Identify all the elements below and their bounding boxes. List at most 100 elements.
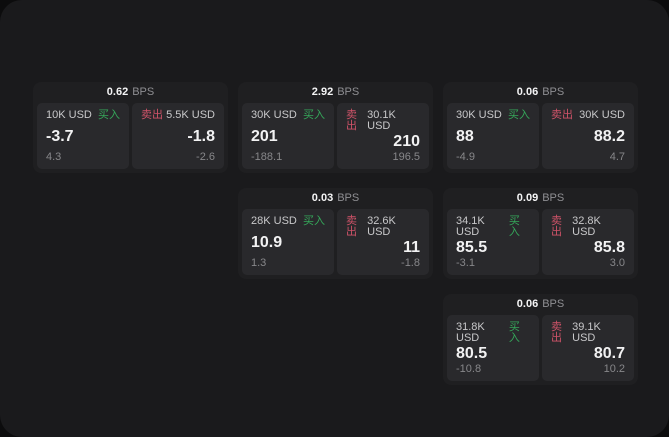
panels-row: 30K USD 买入 88 -4.9 卖出 30K USD 88.2 4.7 (443, 103, 638, 173)
sell-panel[interactable]: 卖出 32.6K USD 11 -1.8 (337, 209, 429, 275)
sell-amount: 39.1K USD (572, 321, 601, 344)
sell-sub-value: 196.5 (392, 151, 420, 163)
buy-panel[interactable]: 34.1K USD 买入 85.5 -3.1 (447, 209, 539, 275)
buy-label: 买入 (508, 109, 530, 121)
sell-panel[interactable]: 卖出 32.8K USD 85.8 3.0 (542, 209, 634, 275)
sell-amount: 30.1K USD (367, 109, 396, 132)
sell-panel[interactable]: 卖出 30K USD 88.2 4.7 (542, 103, 634, 169)
sell-sub-value: -1.8 (401, 257, 420, 269)
sell-panel[interactable]: 卖出 5.5K USD -1.8 -2.6 (132, 103, 224, 169)
bps-unit-label: BPS (337, 192, 360, 204)
sell-value: -1.8 (187, 127, 215, 145)
sell-panel-header: 卖出 32.8K USD (551, 216, 625, 238)
sell-panel[interactable]: 卖出 39.1K USD 80.7 10.2 (542, 315, 634, 381)
quote-card: 2.92 BPS 30K USD 买入 201 -188.1 卖出 30.1K … (238, 82, 433, 173)
sell-sub-value: 10.2 (603, 363, 625, 375)
buy-panel-header: 30K USD 买入 (251, 110, 325, 121)
buy-sub-value: -10.8 (456, 363, 482, 375)
buy-sub-value: 4.3 (46, 151, 62, 163)
sell-label: 卖出 (346, 109, 357, 132)
buy-value: 85.5 (456, 239, 488, 257)
sell-value: 210 (393, 133, 420, 151)
card-header: 0.09 BPS (443, 188, 638, 209)
buy-amount: 34.1K USD (456, 215, 485, 238)
buy-panel[interactable]: 28K USD 买入 10.9 1.3 (242, 209, 334, 275)
sell-value: 85.8 (593, 239, 625, 257)
buy-sub-value: 1.3 (251, 257, 267, 269)
buy-panel[interactable]: 30K USD 买入 201 -188.1 (242, 103, 334, 169)
sell-label: 卖出 (346, 215, 357, 238)
sell-value: 88.2 (593, 127, 625, 145)
buy-panel[interactable]: 31.8K USD 买入 80.5 -10.8 (447, 315, 539, 381)
buy-amount: 30K USD (456, 109, 502, 121)
bps-value: 2.92 (311, 86, 334, 98)
panels-row: 34.1K USD 买入 85.5 -3.1 卖出 32.8K USD 85.8… (443, 209, 638, 279)
panels-row: 10K USD 买入 -3.7 4.3 卖出 5.5K USD -1.8 -2.… (33, 103, 228, 173)
buy-value: 80.5 (456, 345, 488, 363)
sell-panel-header: 卖出 39.1K USD (551, 322, 625, 344)
buy-amount: 28K USD (251, 215, 297, 227)
buy-panel-header: 28K USD 买入 (251, 216, 325, 227)
buy-sub-value: -3.1 (456, 257, 475, 269)
buy-panel-header: 10K USD 买入 (46, 110, 120, 121)
buy-value: 10.9 (251, 233, 283, 251)
panels-row: 30K USD 买入 201 -188.1 卖出 30.1K USD 210 1… (238, 103, 433, 173)
buy-label: 买入 (508, 215, 520, 238)
card-header: 0.06 BPS (443, 294, 638, 315)
sell-sub-value: 3.0 (609, 257, 625, 269)
buy-panel[interactable]: 10K USD 买入 -3.7 4.3 (37, 103, 129, 169)
bps-value: 0.06 (516, 298, 539, 310)
buy-panel-header: 31.8K USD 买入 (456, 322, 530, 344)
sell-sub-value: 4.7 (609, 151, 625, 163)
sell-label: 卖出 (551, 321, 562, 344)
sell-panel-header: 卖出 32.6K USD (346, 216, 420, 238)
card-header: 2.92 BPS (238, 82, 433, 103)
buy-amount: 10K USD (46, 109, 92, 121)
sell-value: 11 (403, 239, 420, 257)
quote-card: 0.06 BPS 31.8K USD 买入 80.5 -10.8 卖出 39.1… (443, 294, 638, 385)
sell-panel-header: 卖出 30.1K USD (346, 110, 420, 132)
buy-value: 88 (456, 127, 474, 145)
buy-sub-value: -4.9 (456, 151, 475, 163)
panels-row: 31.8K USD 买入 80.5 -10.8 卖出 39.1K USD 80.… (443, 315, 638, 385)
quote-card: 0.03 BPS 28K USD 买入 10.9 1.3 卖出 32.6K US… (238, 188, 433, 279)
bps-value: 0.03 (311, 192, 334, 204)
sell-label: 卖出 (141, 109, 163, 121)
bps-value: 0.09 (516, 192, 539, 204)
sell-label: 卖出 (551, 215, 562, 238)
quote-card: 0.62 BPS 10K USD 买入 -3.7 4.3 卖出 5.5K USD… (33, 82, 228, 173)
buy-amount: 30K USD (251, 109, 297, 121)
card-header: 0.06 BPS (443, 82, 638, 103)
sell-amount: 30K USD (579, 109, 625, 121)
buy-panel-header: 30K USD 买入 (456, 110, 530, 121)
sell-panel-header: 卖出 5.5K USD (141, 110, 215, 121)
sell-amount: 32.8K USD (572, 215, 601, 238)
bps-unit-label: BPS (542, 86, 565, 98)
buy-label: 买入 (303, 109, 325, 121)
buy-value: -3.7 (46, 127, 74, 145)
bps-value: 0.06 (516, 86, 539, 98)
buy-sub-value: -188.1 (251, 151, 283, 163)
sell-sub-value: -2.6 (196, 151, 215, 163)
sell-value: 80.7 (593, 345, 625, 363)
sell-panel[interactable]: 卖出 30.1K USD 210 196.5 (337, 103, 429, 169)
sell-amount: 32.6K USD (367, 215, 396, 238)
panels-row: 28K USD 买入 10.9 1.3 卖出 32.6K USD 11 -1.8 (238, 209, 433, 279)
buy-label: 买入 (303, 215, 325, 227)
buy-label: 买入 (508, 321, 520, 344)
cards-grid: 0.62 BPS 10K USD 买入 -3.7 4.3 卖出 5.5K USD… (33, 82, 638, 385)
sell-panel-header: 卖出 30K USD (551, 110, 625, 121)
sell-amount: 5.5K USD (166, 109, 215, 121)
buy-panel[interactable]: 30K USD 买入 88 -4.9 (447, 103, 539, 169)
bps-unit-label: BPS (542, 192, 565, 204)
quote-card: 0.06 BPS 30K USD 买入 88 -4.9 卖出 30K USD 8… (443, 82, 638, 173)
card-header: 0.03 BPS (238, 188, 433, 209)
buy-value: 201 (251, 127, 278, 145)
bps-unit-label: BPS (542, 298, 565, 310)
buy-amount: 31.8K USD (456, 321, 485, 344)
card-header: 0.62 BPS (33, 82, 228, 103)
bps-unit-label: BPS (337, 86, 360, 98)
quote-card: 0.09 BPS 34.1K USD 买入 85.5 -3.1 卖出 32.8K… (443, 188, 638, 279)
buy-panel-header: 34.1K USD 买入 (456, 216, 530, 238)
